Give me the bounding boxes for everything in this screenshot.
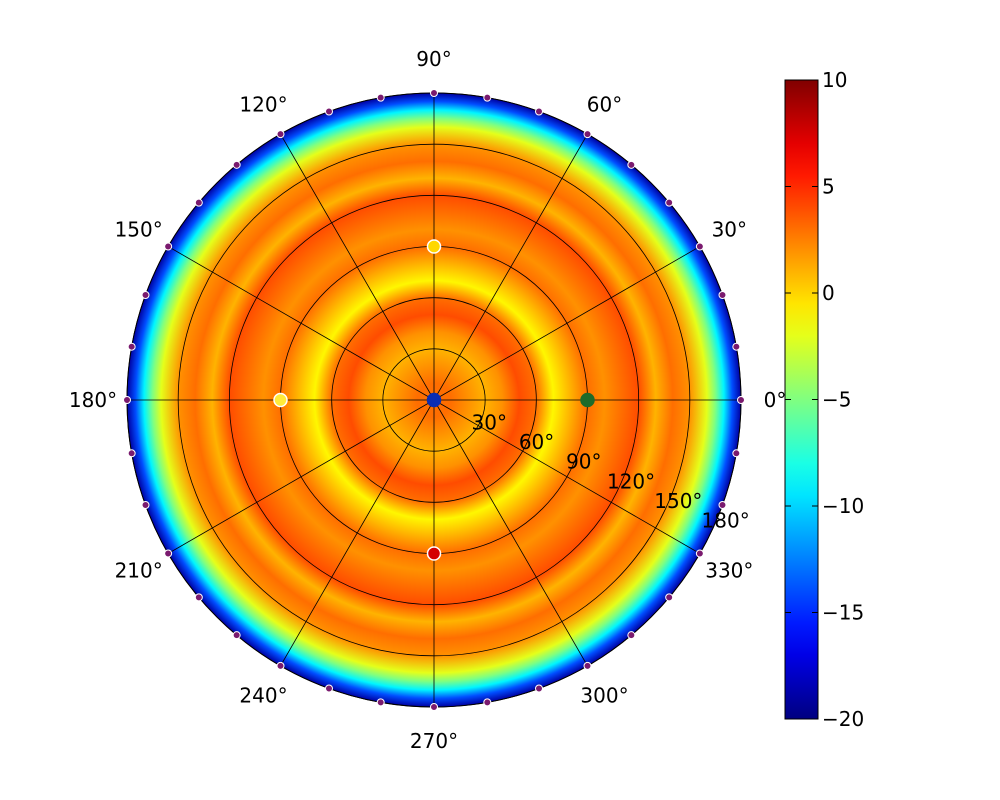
rim-marker bbox=[141, 290, 150, 299]
angle-tick-label: 180° bbox=[69, 388, 117, 412]
angle-tick-label: 150° bbox=[115, 218, 163, 242]
angle-tick-label: 270° bbox=[410, 729, 458, 753]
rim-marker bbox=[535, 107, 544, 116]
rim-marker bbox=[718, 290, 727, 299]
rim-marker bbox=[483, 93, 492, 102]
rim-marker bbox=[737, 396, 745, 404]
colorbar-tick-label: −15 bbox=[822, 601, 864, 625]
data-marker bbox=[426, 239, 442, 254]
angular-grid-line bbox=[433, 133, 588, 401]
angle-tick-label: 120° bbox=[239, 93, 287, 117]
angle-tick-label: 300° bbox=[580, 683, 628, 707]
colorbar-tick-label: 0 bbox=[822, 281, 835, 305]
rim-marker bbox=[164, 549, 173, 558]
rim-marker bbox=[665, 593, 674, 602]
rim-marker bbox=[732, 342, 741, 351]
colorbar-tick-label: −20 bbox=[822, 707, 864, 731]
angular-grid-line bbox=[167, 246, 435, 401]
colorbar: 10 5 0 −5 −10 −15 −20 bbox=[784, 68, 864, 731]
radial-tick-label: 60° bbox=[519, 430, 554, 454]
angular-grid-line bbox=[433, 399, 588, 667]
radial-tick-label: 180° bbox=[702, 508, 750, 532]
rim-marker bbox=[430, 89, 438, 97]
data-marker bbox=[426, 546, 442, 561]
data-marker bbox=[426, 392, 442, 408]
rim-marker bbox=[276, 130, 285, 139]
colorbar-tick-label: 10 bbox=[822, 68, 847, 92]
rim-marker bbox=[695, 549, 704, 558]
rim-marker bbox=[164, 242, 173, 251]
rim-marker bbox=[276, 661, 285, 670]
angular-grid-line bbox=[433, 399, 701, 554]
rim-marker bbox=[123, 396, 131, 404]
data-marker bbox=[580, 392, 595, 408]
rim-marker bbox=[718, 501, 727, 510]
angle-tick-label: 0° bbox=[764, 388, 787, 412]
colorbar-tick-label: 5 bbox=[822, 175, 835, 199]
rim-marker bbox=[232, 160, 241, 169]
rim-marker bbox=[324, 684, 333, 693]
rim-marker bbox=[194, 198, 203, 207]
rim-marker bbox=[376, 698, 385, 707]
angle-tick-label: 330° bbox=[705, 559, 753, 583]
rim-marker bbox=[695, 242, 704, 251]
rim-marker bbox=[732, 449, 741, 458]
rim-marker bbox=[324, 107, 333, 116]
angular-grid-line bbox=[167, 399, 435, 554]
rim-marker bbox=[141, 501, 150, 510]
angle-tick-label: 210° bbox=[115, 559, 163, 583]
rim-marker bbox=[194, 593, 203, 602]
rim-marker bbox=[535, 684, 544, 693]
rim-marker bbox=[627, 631, 636, 640]
rim-marker bbox=[430, 703, 438, 711]
rim-marker bbox=[376, 93, 385, 102]
rim-marker bbox=[232, 631, 241, 640]
polar-plot-area: 0°30°60°90°120°150°180°210°240°270°300°3… bbox=[69, 47, 786, 753]
rim-marker bbox=[127, 342, 136, 351]
angle-tick-label: 30° bbox=[712, 218, 747, 242]
radial-tick-label: 30° bbox=[472, 411, 507, 435]
rim-marker bbox=[583, 661, 592, 670]
angle-tick-label: 90° bbox=[416, 47, 451, 71]
angular-grid-line bbox=[433, 246, 701, 401]
data-marker bbox=[273, 392, 288, 408]
rim-marker bbox=[127, 449, 136, 458]
rim-marker bbox=[583, 130, 592, 139]
colorbar-tick-label: −5 bbox=[822, 388, 851, 412]
angular-grid-line bbox=[280, 133, 435, 401]
rim-marker bbox=[483, 698, 492, 707]
rim-marker bbox=[627, 160, 636, 169]
rim-marker bbox=[665, 198, 674, 207]
angle-tick-label: 60° bbox=[587, 93, 622, 117]
angle-tick-label: 240° bbox=[239, 683, 287, 707]
angular-grid-line bbox=[280, 399, 435, 667]
radial-tick-label: 150° bbox=[654, 489, 702, 513]
radial-tick-label: 90° bbox=[566, 450, 601, 474]
radial-tick-label: 120° bbox=[607, 469, 655, 493]
colorbar-tick-label: −10 bbox=[822, 494, 864, 518]
